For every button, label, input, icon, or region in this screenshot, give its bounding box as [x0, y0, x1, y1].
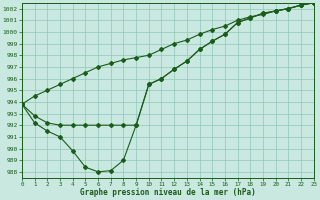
- X-axis label: Graphe pression niveau de la mer (hPa): Graphe pression niveau de la mer (hPa): [80, 188, 256, 197]
